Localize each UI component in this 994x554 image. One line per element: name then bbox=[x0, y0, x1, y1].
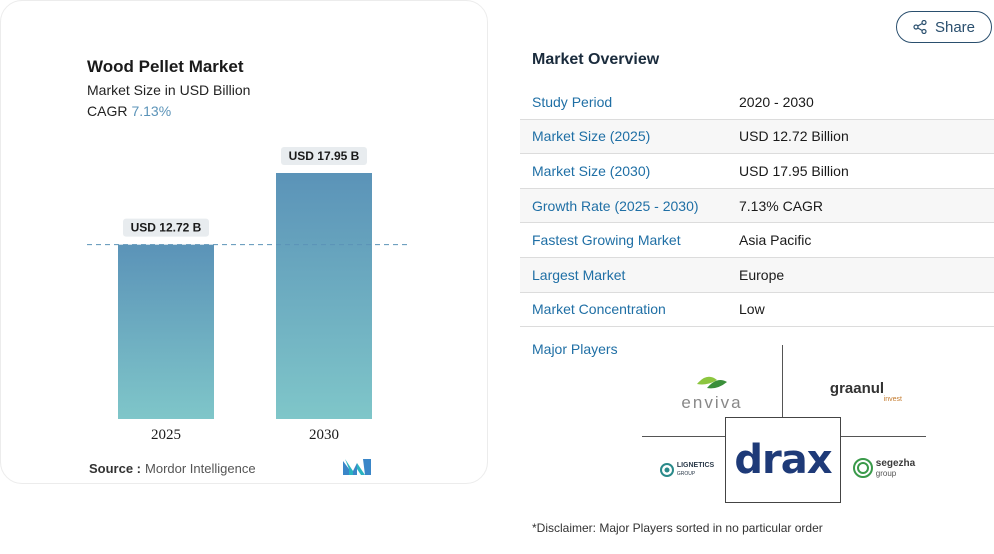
segezha-subtext: group bbox=[875, 468, 897, 478]
cagr-value: 7.13% bbox=[131, 103, 172, 119]
x-tick-label: 2030 bbox=[309, 427, 339, 443]
overview-row-key[interactable]: Fastest Growing Market bbox=[532, 232, 681, 249]
overview-row-key[interactable]: Growth Rate (2025 - 2030) bbox=[532, 197, 699, 214]
data-label: USD 12.72 B bbox=[131, 221, 202, 235]
overview-table: Study Period 2020 - 2030 Market Size (2025… bbox=[520, 85, 994, 328]
leaf-icon bbox=[697, 376, 727, 388]
segezha-icon bbox=[852, 458, 873, 478]
x-tick-label: 2025 bbox=[151, 427, 181, 443]
cagr-label: CAGR bbox=[87, 103, 128, 119]
overview-row-key[interactable]: Market Size (2030) bbox=[532, 162, 651, 179]
enviva-wordmark: enviva bbox=[681, 392, 743, 412]
data-label-bg bbox=[123, 218, 209, 237]
overview-row: Market Size (2030) USD 17.95 Billion bbox=[520, 154, 994, 189]
graanul-logo: graanul invest bbox=[812, 377, 902, 407]
graanul-wordmark: graanul bbox=[829, 379, 885, 397]
share-button[interactable]: Share bbox=[896, 11, 992, 43]
overview-row-value: USD 17.95 Billion bbox=[739, 162, 849, 179]
bar-2030 bbox=[276, 173, 372, 419]
overview-row-key[interactable]: Market Size (2025) bbox=[532, 128, 651, 145]
overview-row: Growth Rate (2025 - 2030) 7.13% CAGR bbox=[520, 188, 994, 224]
bar-2025 bbox=[118, 244, 214, 419]
share-icon bbox=[913, 20, 927, 34]
source-value: Mordor Intelligence bbox=[145, 461, 256, 476]
overview-row-key[interactable]: Market Concentration bbox=[532, 301, 666, 318]
chart-subtitle: Market Size in USD Billion bbox=[87, 82, 251, 98]
graanul-subtext: invest bbox=[883, 395, 902, 403]
data-label: USD 17.95 B bbox=[289, 149, 360, 163]
drax-logo: drax bbox=[725, 417, 841, 503]
overview-row: Study Period 2020 - 2030 bbox=[520, 85, 994, 120]
overview-row-key[interactable]: Study Period bbox=[532, 93, 613, 110]
chart-title: Wood Pellet Market bbox=[87, 57, 244, 76]
chart-cagr: CAGR 7.13% bbox=[87, 103, 171, 119]
source-label: Source : bbox=[89, 461, 142, 476]
overview-row-value: Asia Pacific bbox=[739, 232, 812, 249]
grid-divider-vertical bbox=[782, 345, 783, 417]
overview-row-key[interactable]: Largest Market bbox=[532, 266, 626, 283]
overview-row: Fastest Growing Market Asia Pacific bbox=[520, 223, 994, 258]
lignetics-icon bbox=[659, 463, 674, 477]
data-label-bg bbox=[281, 147, 367, 165]
overview-row-value: Low bbox=[739, 301, 765, 318]
overview-row: Market Size (2025) USD 12.72 Billion bbox=[520, 119, 994, 155]
overview-row-value: 2020 - 2030 bbox=[739, 93, 814, 110]
source-line: Source : Mordor Intelligence bbox=[89, 461, 256, 476]
overview-row-value: USD 12.72 Billion bbox=[739, 128, 849, 145]
segezha-logo: segezha group bbox=[844, 453, 924, 483]
share-label: Share bbox=[934, 18, 976, 36]
segezha-wordmark: segezha bbox=[875, 457, 916, 469]
overview-row: Market Concentration Low bbox=[520, 293, 994, 328]
mordor-logo-icon bbox=[343, 459, 371, 475]
enviva-logo: enviva bbox=[662, 373, 762, 413]
major-players-label: Major Players bbox=[532, 341, 618, 357]
bar-chart: USD 12.72 B 2025 USD 17.95 B 2030 bbox=[87, 147, 407, 443]
lignetics-wordmark: LIGNETICS bbox=[676, 462, 715, 469]
disclaimer: *Disclaimer: Major Players sorted in no … bbox=[532, 521, 823, 535]
overview-row-value: Europe bbox=[739, 266, 785, 283]
drax-wordmark: drax bbox=[734, 437, 832, 483]
lignetics-subtext: GROUP bbox=[676, 471, 696, 477]
overview-title: Market Overview bbox=[532, 51, 660, 68]
chart-card: Wood Pellet Market Market Size in USD Bi… bbox=[0, 0, 488, 484]
overview-row-value: 7.13% CAGR bbox=[739, 197, 824, 214]
major-players-grid: enviva graanul invest drax LIGNETICS GRO… bbox=[642, 345, 926, 505]
lignetics-logo: LIGNETICS GROUP bbox=[652, 457, 722, 483]
overview-row: Largest Market Europe bbox=[520, 257, 994, 293]
